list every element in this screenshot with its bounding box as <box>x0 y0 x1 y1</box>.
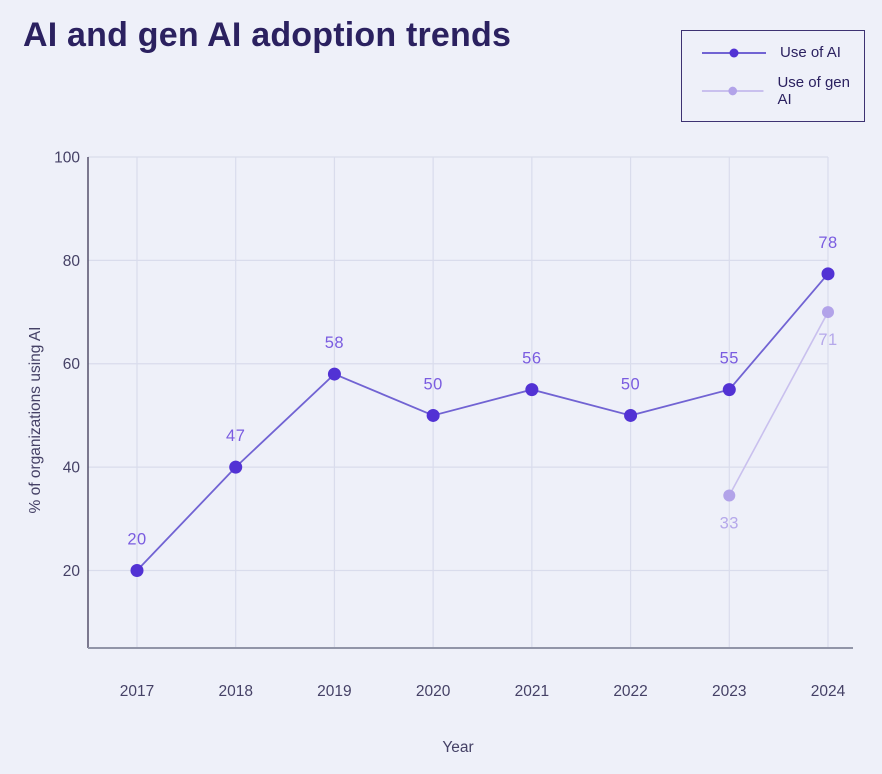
legend-marker-use-of-ai-icon <box>702 48 766 57</box>
x-tick-label: 2017 <box>120 683 154 700</box>
chart-title: AI and gen AI adoption trends <box>23 16 512 54</box>
series-line-use-of-ai <box>136 273 829 572</box>
data-point-use-of-ai <box>525 383 539 397</box>
legend: Use of AI Use of gen AI <box>681 30 865 122</box>
data-point-use-of-ai <box>130 564 144 578</box>
data-label-use-of-ai: 20 <box>127 531 146 549</box>
data-point-use-of-ai <box>327 367 341 381</box>
x-tick-label: 2019 <box>317 683 351 700</box>
legend-item-use-of-gen-ai: Use of gen AI <box>701 74 864 108</box>
x-tick-label: 2022 <box>613 683 647 700</box>
data-label-use-of-ai: 50 <box>423 375 442 393</box>
data-label-use-of-ai: 58 <box>325 334 344 352</box>
data-label-use-of-ai: 47 <box>226 427 245 445</box>
data-label-use-of-gen-ai: 71 <box>818 331 837 349</box>
legend-label-use-of-gen-ai: Use of gen AI <box>777 74 850 108</box>
data-label-use-of-ai: 78 <box>818 234 837 252</box>
x-tick-label: 2018 <box>218 683 252 700</box>
x-tick-label: 2021 <box>515 683 549 700</box>
y-tick-label: 20 <box>63 563 81 580</box>
y-axis-title: % of organizations using AI <box>27 327 44 514</box>
x-axis-title: Year <box>442 739 473 756</box>
data-label-use-of-ai: 55 <box>720 350 739 368</box>
legend-item-use-of-ai: Use of AI <box>701 44 864 61</box>
y-tick-label: 100 <box>54 149 80 166</box>
data-point-use-of-ai <box>821 267 835 281</box>
data-point-use-of-ai <box>229 460 243 474</box>
data-point-use-of-ai <box>722 383 736 397</box>
data-label-use-of-ai: 50 <box>621 375 640 393</box>
x-tick-label: 2020 <box>416 683 451 700</box>
data-label-use-of-gen-ai: 33 <box>720 515 739 533</box>
data-point-use-of-gen-ai <box>723 489 736 502</box>
data-point-use-of-ai <box>426 408 440 422</box>
y-tick-label: 40 <box>63 460 81 477</box>
data-point-use-of-gen-ai <box>821 306 834 319</box>
y-tick-label: 80 <box>63 253 81 270</box>
x-tick-label: 2024 <box>811 683 846 700</box>
data-label-use-of-ai: 56 <box>522 350 541 368</box>
legend-marker-use-of-gen-ai-icon <box>701 86 764 96</box>
legend-label-use-of-ai: Use of AI <box>780 44 841 61</box>
y-tick-label: 60 <box>63 356 81 373</box>
data-point-use-of-ai <box>624 408 638 422</box>
series-line-use-of-gen-ai <box>728 311 829 496</box>
x-tick-label: 2023 <box>712 683 746 700</box>
